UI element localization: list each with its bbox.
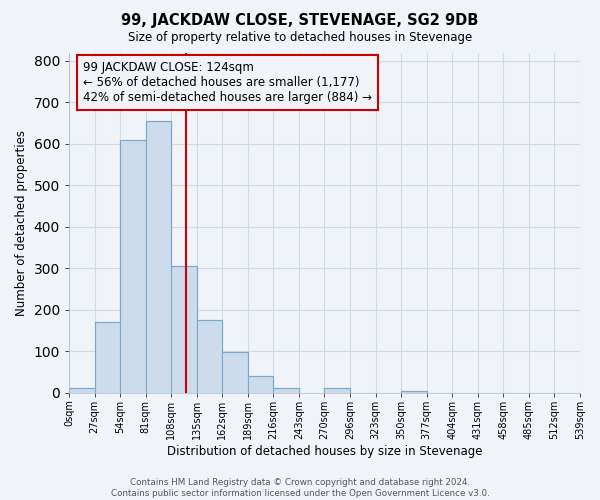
Text: Size of property relative to detached houses in Stevenage: Size of property relative to detached ho… bbox=[128, 31, 472, 44]
Bar bbox=[69, 388, 95, 392]
X-axis label: Distribution of detached houses by size in Stevenage: Distribution of detached houses by size … bbox=[167, 444, 482, 458]
Bar bbox=[171, 266, 197, 392]
Bar bbox=[197, 320, 222, 392]
Bar bbox=[146, 121, 171, 392]
Text: 99, JACKDAW CLOSE, STEVENAGE, SG2 9DB: 99, JACKDAW CLOSE, STEVENAGE, SG2 9DB bbox=[121, 12, 479, 28]
Bar bbox=[248, 376, 274, 392]
Bar bbox=[222, 352, 248, 393]
Bar bbox=[95, 322, 120, 392]
Bar bbox=[401, 390, 427, 392]
Bar bbox=[120, 140, 146, 392]
Bar bbox=[325, 388, 350, 392]
Bar bbox=[274, 388, 299, 392]
Y-axis label: Number of detached properties: Number of detached properties bbox=[15, 130, 28, 316]
Text: 99 JACKDAW CLOSE: 124sqm
← 56% of detached houses are smaller (1,177)
42% of sem: 99 JACKDAW CLOSE: 124sqm ← 56% of detach… bbox=[83, 61, 372, 104]
Text: Contains HM Land Registry data © Crown copyright and database right 2024.
Contai: Contains HM Land Registry data © Crown c… bbox=[110, 478, 490, 498]
